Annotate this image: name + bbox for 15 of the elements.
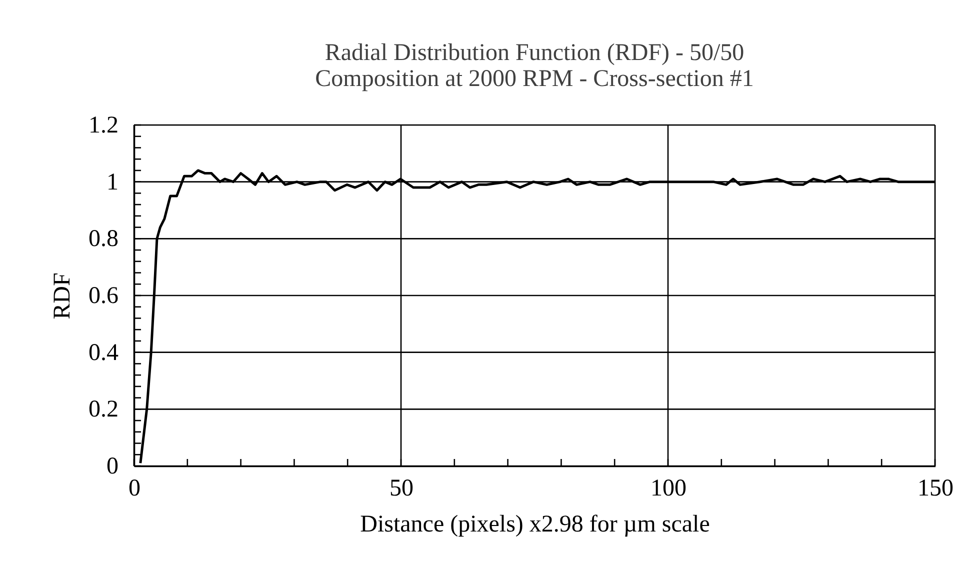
y-tick-label: 1.2 [88, 112, 118, 138]
y-tick-label: 0.8 [88, 226, 118, 252]
x-tick-label: 150 [918, 476, 954, 502]
text: Radial Distribution Function (RDF) - 50/50 [324, 40, 744, 66]
y-tick-label: 0.4 [88, 340, 118, 366]
y-axis-title: RDF [50, 272, 76, 320]
x-tick-label: 100 [650, 476, 686, 502]
text: Composition at 2000 RPM - Cross-section #1 [315, 66, 754, 92]
y-tick-label: 0 [106, 454, 118, 480]
y-tick-label: 0.2 [88, 396, 118, 423]
x-tick-label: 50 [390, 476, 414, 502]
x-tick-label: 0 [128, 476, 140, 502]
y-tick-label: 0.6 [88, 283, 118, 309]
x-axis-title: Distance (pixels) x2.98 for µm scale [360, 512, 710, 538]
y-tick-label: 1 [106, 169, 118, 196]
